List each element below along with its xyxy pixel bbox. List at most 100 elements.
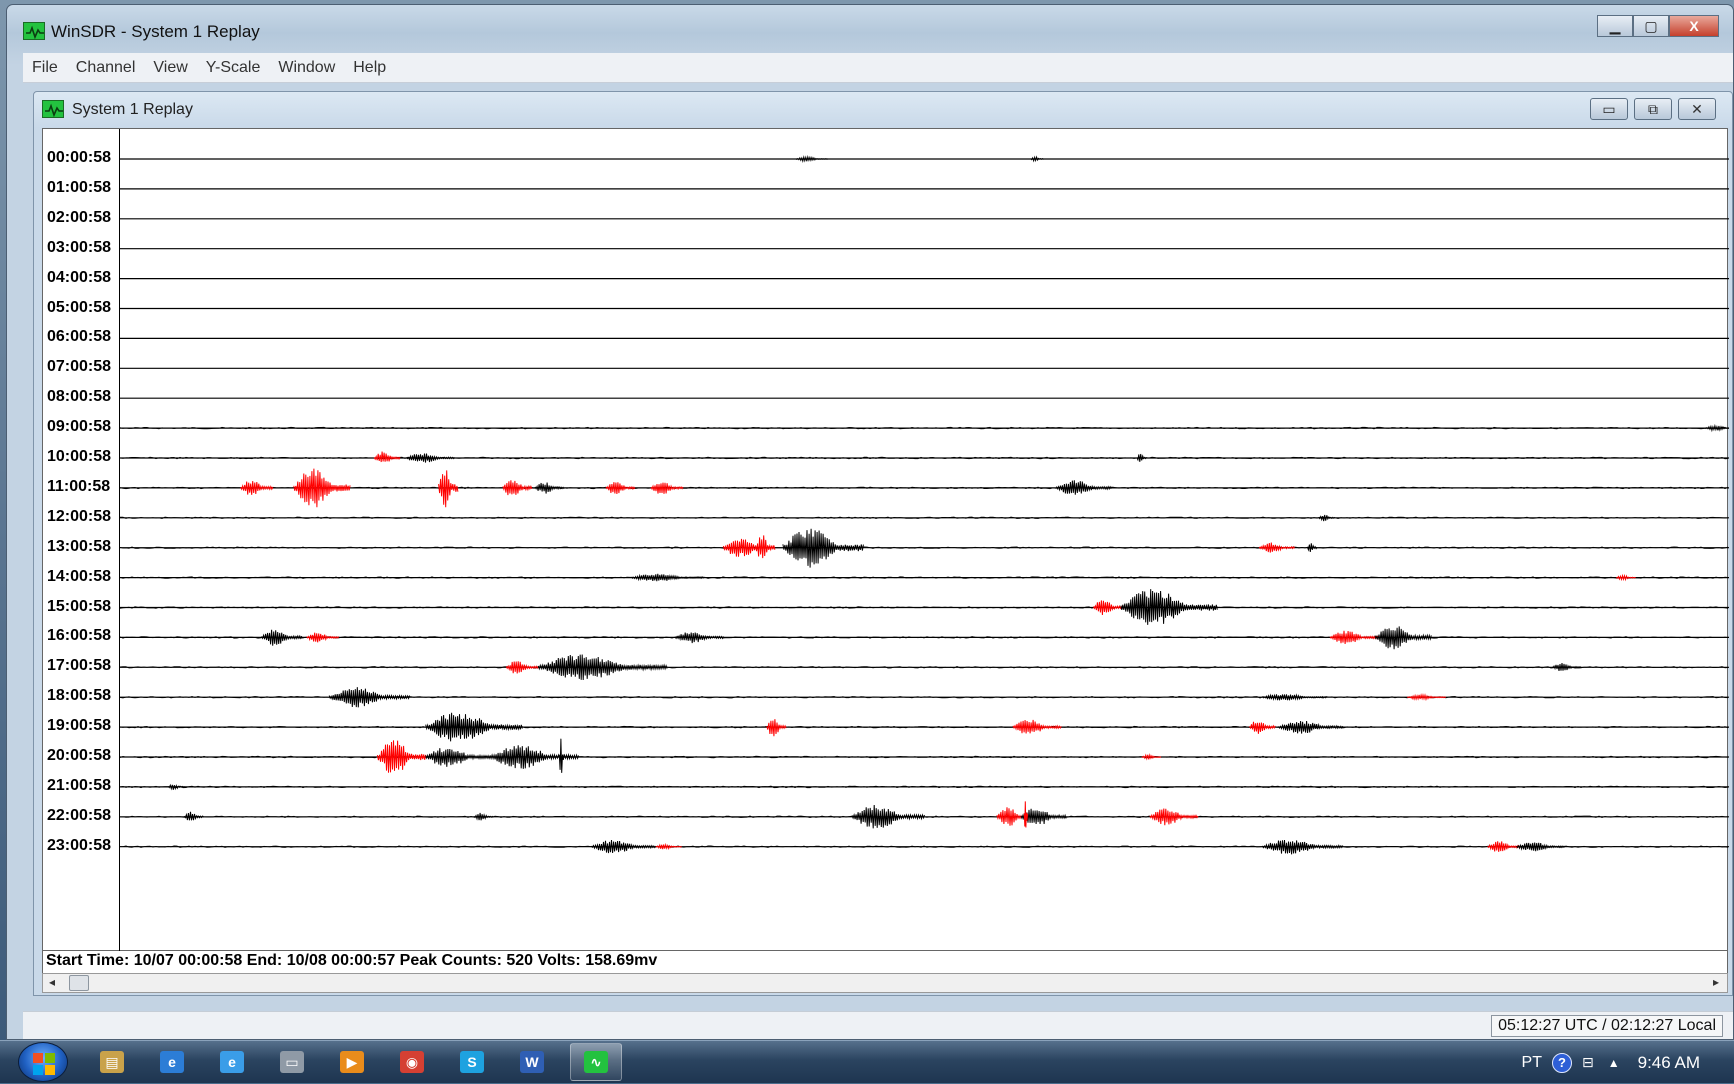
network-icon[interactable]: ⊟ xyxy=(1582,1054,1594,1070)
taskbar-app-button[interactable]: ▤ xyxy=(86,1043,138,1081)
seismic-event xyxy=(425,712,523,742)
taskbar-app-button[interactable]: ◉ xyxy=(386,1043,438,1081)
taskbar-app-button[interactable]: W xyxy=(506,1043,558,1081)
trace-noise xyxy=(119,725,1729,729)
child-minimize-button[interactable]: ▭ xyxy=(1590,98,1628,120)
time-label: 18:00:58 xyxy=(47,687,112,705)
help-icon[interactable]: ? xyxy=(1552,1052,1572,1073)
seismic-event xyxy=(1487,841,1521,852)
window-controls: ▁ ▢ X xyxy=(1597,15,1719,37)
seismic-event xyxy=(1262,693,1328,702)
trace-noise xyxy=(119,666,1729,669)
time-label: 20:00:58 xyxy=(47,747,112,764)
media-player-icon: ▶ xyxy=(340,1051,364,1073)
child-close-button[interactable]: ✕ xyxy=(1678,98,1716,120)
seismic-event xyxy=(591,839,657,854)
time-label: 21:00:58 xyxy=(47,776,112,794)
time-label: 08:00:58 xyxy=(47,388,112,406)
seismic-event xyxy=(1616,573,1636,582)
seismic-event xyxy=(376,740,427,773)
windows-logo-icon xyxy=(45,1065,55,1075)
seismic-event xyxy=(1306,543,1318,552)
taskbar-app-button[interactable]: ∿ xyxy=(570,1043,622,1081)
time-label: 02:00:58 xyxy=(47,208,112,226)
seismic-event xyxy=(1030,155,1044,163)
seismic-event xyxy=(851,804,925,829)
seismic-event xyxy=(674,632,724,644)
scroll-right-arrow-icon[interactable]: ▸ xyxy=(1712,975,1719,989)
seismic-event xyxy=(655,842,682,851)
scroll-left-arrow-icon[interactable]: ◂ xyxy=(49,975,56,989)
main-window: WinSDR - System 1 Replay ▁ ▢ X File Chan… xyxy=(6,4,1734,1040)
seismic-event xyxy=(1136,453,1147,462)
trace-noise xyxy=(119,546,1729,549)
time-label: 16:00:58 xyxy=(47,627,112,645)
start-button[interactable] xyxy=(18,1042,68,1082)
menu-window[interactable]: Window xyxy=(278,58,336,76)
taskbar-app-button[interactable]: ▶ xyxy=(326,1043,378,1081)
trace-noise xyxy=(119,426,1729,430)
time-label: 09:00:58 xyxy=(47,418,112,436)
trace-noise xyxy=(119,606,1729,609)
seismic-event xyxy=(505,661,539,674)
time-label: 11:00:58 xyxy=(47,477,111,495)
trace-noise xyxy=(119,516,1729,520)
seismic-event xyxy=(328,687,411,708)
winsdr-taskbar-icon: ∿ xyxy=(584,1051,608,1073)
menu-y-scale[interactable]: Y-Scale xyxy=(205,58,261,76)
seismic-event xyxy=(373,451,401,463)
seismic-event xyxy=(766,719,787,737)
time-label: 19:00:58 xyxy=(47,717,112,735)
horizontal-scrollbar[interactable]: ◂ ▸ xyxy=(42,973,1728,993)
taskbar: ▤ e e ▭ ▶ ◉ S W ∿ PT ? ⊟ ▲ 9:46 AM xyxy=(0,1040,1734,1083)
language-indicator[interactable]: PT xyxy=(1521,1053,1542,1071)
child-title-bar[interactable]: System 1 Replay ▭ ⧉ ✕ xyxy=(34,92,1732,128)
time-label: 10:00:58 xyxy=(47,448,112,465)
time-label: 07:00:58 xyxy=(47,358,112,376)
seismic-event xyxy=(605,482,636,495)
seismic-event xyxy=(1249,721,1276,734)
scroll-thumb[interactable] xyxy=(69,975,89,991)
replay-child-window: System 1 Replay ▭ ⧉ ✕ 00:00:58 01:00:58 02… xyxy=(33,91,1733,996)
status-bar: 05:12:27 UTC / 02:12:27 Local xyxy=(23,1011,1733,1039)
title-bar[interactable]: WinSDR - System 1 Replay ▁ ▢ X xyxy=(7,5,1733,57)
maximize-button[interactable]: ▢ xyxy=(1633,15,1669,37)
menu-file[interactable]: File xyxy=(32,58,58,76)
taskbar-app-button[interactable]: e xyxy=(146,1043,198,1081)
seismogram-plot[interactable]: 00:00:58 01:00:58 02:00:58 03:00:58 04:00:58… xyxy=(42,128,1729,952)
taskbar-clock[interactable]: 9:46 AM xyxy=(1637,1052,1700,1072)
seismic-event xyxy=(1516,842,1566,852)
child-window-title: System 1 Replay xyxy=(72,101,193,118)
menu-bar: File Channel View Y-Scale Window Help xyxy=(23,53,1733,83)
time-label: 12:00:58 xyxy=(47,507,112,525)
seismic-event xyxy=(1258,542,1296,553)
menu-help[interactable]: Help xyxy=(353,58,387,76)
seismic-event xyxy=(1141,753,1162,761)
trace-noise xyxy=(120,845,1729,848)
taskbar-app-button[interactable]: e xyxy=(206,1043,258,1081)
time-axis-divider xyxy=(119,129,120,952)
minimize-button[interactable]: ▁ xyxy=(1597,15,1633,37)
chrome-icon: ◉ xyxy=(400,1051,424,1073)
menu-channel[interactable]: Channel xyxy=(75,58,136,76)
child-restore-button[interactable]: ⧉ xyxy=(1634,98,1672,120)
replay-window-icon xyxy=(42,100,64,118)
time-label: 22:00:58 xyxy=(47,806,112,824)
seismic-event xyxy=(1020,808,1067,825)
time-label: 13:00:58 xyxy=(47,537,112,555)
taskbar-app-button[interactable]: S xyxy=(446,1043,498,1081)
time-label: 01:00:58 xyxy=(47,178,112,196)
seismic-event xyxy=(537,654,668,681)
seismic-event xyxy=(261,629,303,646)
time-label: 04:00:58 xyxy=(47,268,112,286)
taskbar-app-button[interactable]: ▭ xyxy=(266,1043,318,1081)
show-hidden-icons-icon[interactable]: ▲ xyxy=(1607,1055,1620,1070)
seismic-event xyxy=(1120,589,1218,625)
seismic-event xyxy=(631,573,705,582)
seismic-event xyxy=(1329,630,1379,644)
windows-logo-icon xyxy=(45,1053,55,1063)
seismic-event xyxy=(502,480,533,496)
seismic-event xyxy=(425,748,491,767)
menu-view[interactable]: View xyxy=(153,58,188,76)
close-button[interactable]: X xyxy=(1669,15,1719,37)
